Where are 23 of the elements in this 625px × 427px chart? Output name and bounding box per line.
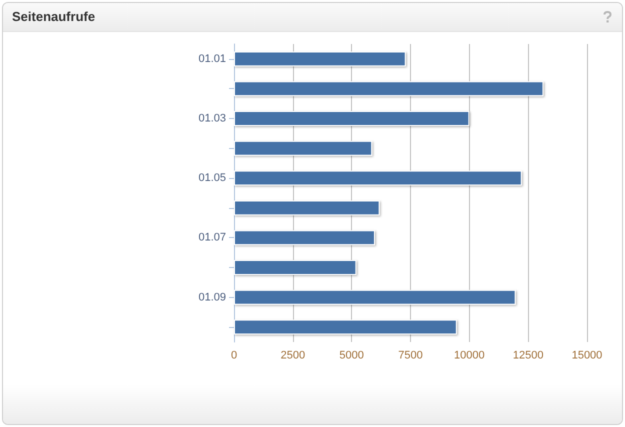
y-tick-label: 01.07 <box>198 232 226 244</box>
y-tick-label: 01.09 <box>198 291 226 304</box>
y-tick-label: 01.05 <box>198 172 226 184</box>
bar <box>234 111 470 126</box>
x-tick-label: 15000 <box>572 350 602 362</box>
bar <box>234 230 375 246</box>
bar <box>234 320 457 335</box>
x-tick-label: 5000 <box>339 350 364 362</box>
bar <box>234 260 356 275</box>
y-tick-label: 01.03 <box>198 112 226 124</box>
x-tick-label: 2500 <box>280 350 306 362</box>
bar <box>234 290 516 305</box>
x-tick-label: 7500 <box>398 350 423 362</box>
x-tick-label: 10000 <box>454 350 485 362</box>
x-tick-label: 0 <box>230 350 238 362</box>
bar <box>234 200 380 216</box>
bar <box>234 81 544 96</box>
bar <box>234 170 522 186</box>
x-tick-label: 12500 <box>512 350 544 362</box>
text: Seitenaufrufe <box>12 9 96 24</box>
bar <box>234 51 406 66</box>
y-tick-label: 01.01 <box>198 52 226 65</box>
bar <box>234 140 372 156</box>
